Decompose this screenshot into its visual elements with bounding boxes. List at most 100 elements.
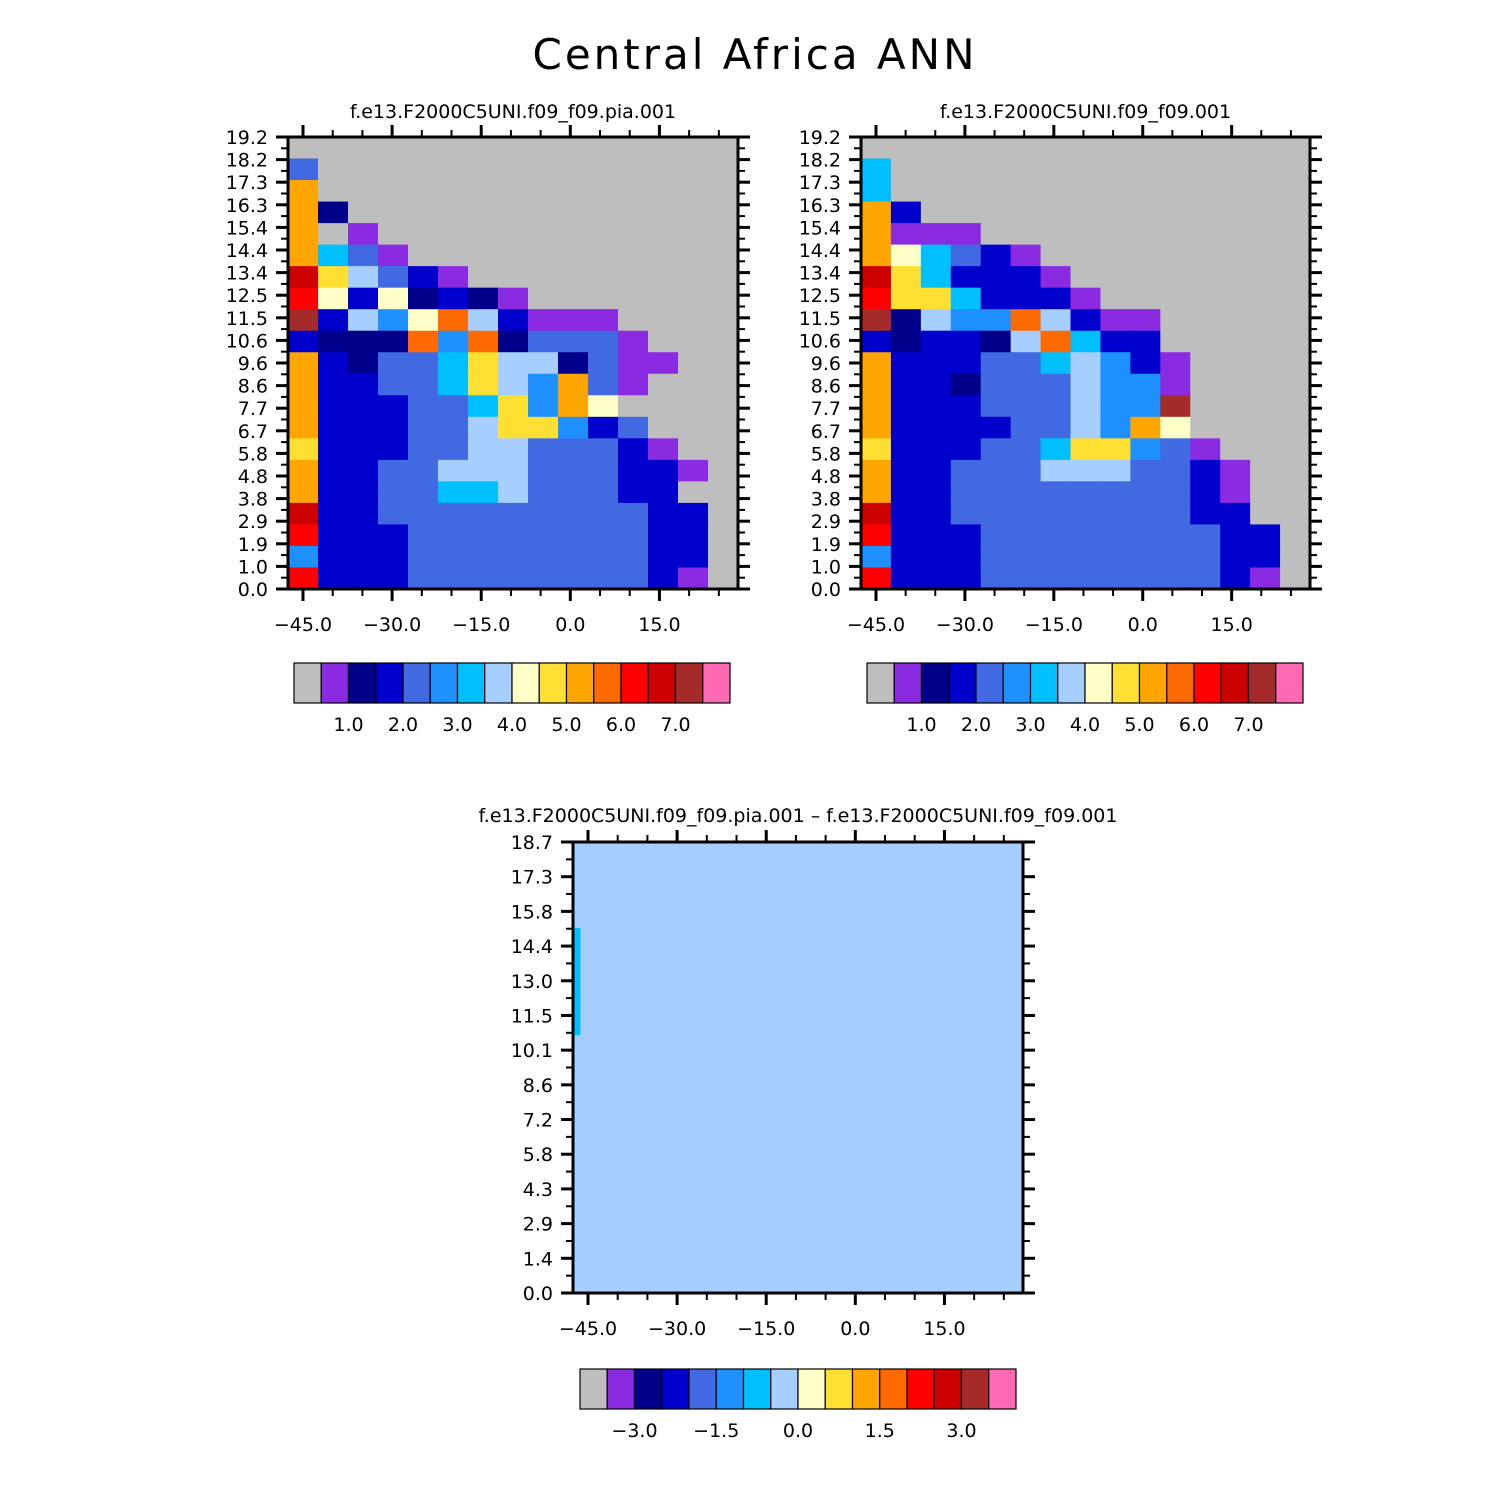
heatmap-cell [963,884,972,908]
colorbar-swatch [715,1368,745,1410]
heatmap-cell [861,373,892,396]
heatmap-cell [801,927,810,950]
heatmap-cell [838,906,847,929]
heatmap-cell [801,1121,810,1144]
heatmap-cell [1010,287,1042,310]
heatmap-cell [1000,992,1009,1015]
heatmap-cell [1220,524,1251,547]
heatmap-cell [720,970,729,993]
heatmap-cell [683,949,692,972]
heatmap-cell [993,1185,1002,1208]
heatmap-cell [1160,502,1191,526]
heatmap-cell [764,1056,773,1079]
heatmap-cell [1010,158,1042,181]
heatmap-cell [1040,180,1072,203]
heatmap-cell [1000,906,1009,929]
heatmap-cell [845,927,854,950]
heatmap-cell [408,545,439,569]
heatmap-cell [950,373,982,396]
heatmap-cell [348,459,379,482]
heatmap-cell [904,949,913,972]
heatmap-cell [676,1185,685,1208]
heatmap-cell [288,244,319,267]
heatmap-cell [1130,180,1161,203]
heatmap-cell [949,1035,958,1058]
heatmap-cell [786,1250,795,1273]
heatmap-cell [1160,266,1191,289]
heatmap-cell [816,1035,825,1058]
heatmap-cell [845,1099,854,1122]
heatmap-cell [528,266,559,289]
heatmap-cell [1220,309,1251,332]
heatmap-cell [587,1121,596,1144]
heatmap-cell [348,545,379,569]
heatmap-cell [868,992,877,1015]
heatmap-cell [378,524,409,547]
heatmap-cell [890,1207,899,1230]
heatmap-cell [698,863,707,886]
heatmap-cell [986,1207,995,1230]
heatmap-cell [678,201,709,224]
heatmap-cell [1000,927,1009,950]
heatmap-cell [949,1121,958,1144]
heatmap-cell [963,1013,972,1036]
heatmap-cell [1008,1099,1017,1122]
heatmap-cell [735,927,744,950]
heatmap-cell [1015,1228,1024,1251]
heatmap-cell [838,992,847,1015]
heatmap-cell [691,884,700,908]
heatmap-cell [735,884,744,908]
y-tick-label: 13.4 [226,263,268,285]
heatmap-cell [809,1271,818,1294]
heatmap-cell [438,309,469,332]
heatmap-cell [648,524,679,547]
y-tick-label: 5.8 [523,1144,553,1166]
colorbar-label: 4.0 [1070,714,1100,736]
heatmap-cell [727,1121,736,1144]
heatmap-cell [927,970,936,993]
heatmap-cell [408,459,439,482]
heatmap-cell [438,481,469,504]
heatmap-cell [468,330,499,353]
heatmap-cell [868,1142,877,1165]
heatmap-cell [801,1078,810,1101]
heatmap-cell [1250,567,1281,590]
heatmap-cell [912,970,921,993]
heatmap-cell [823,970,832,993]
heatmap-cell [764,884,773,908]
heatmap-cell [993,1099,1002,1122]
heatmap-cell [786,906,795,929]
heatmap-cell [1160,438,1191,461]
heatmap-cell [468,481,499,504]
heatmap-cell [1220,416,1251,439]
heatmap-cell [956,1056,965,1079]
heatmap-cell [772,949,781,972]
heatmap-cell [882,842,891,865]
heatmap-cell [318,223,349,246]
heatmap-cell [318,266,349,289]
heatmap-cell [904,1078,913,1101]
heatmap-cell [1040,438,1072,461]
heatmap-cell [941,1099,950,1122]
heatmap-cell [831,927,840,950]
heatmap-cell [950,524,982,547]
heatmap-cell [941,1185,950,1208]
heatmap-cell [1220,459,1251,482]
heatmap-cell [661,1185,670,1208]
heatmap-cell [661,1078,670,1101]
heatmap-cell [1008,1121,1017,1144]
heatmap-cell [1100,223,1131,246]
heatmap-cell [617,884,626,908]
heatmap-cell [408,438,439,461]
heatmap-cell [1000,884,1009,908]
heatmap-cell [809,863,818,886]
heatmap-cell [705,970,714,993]
heatmap-cell [691,1078,700,1101]
heatmap-cell [904,884,913,908]
heatmap-cell [318,180,349,203]
heatmap-cell [875,863,884,886]
heatmap-cell [794,1228,803,1251]
heatmap-cell [438,287,469,310]
heatmap-cell [882,1250,891,1273]
heatmap-cell [617,842,626,865]
